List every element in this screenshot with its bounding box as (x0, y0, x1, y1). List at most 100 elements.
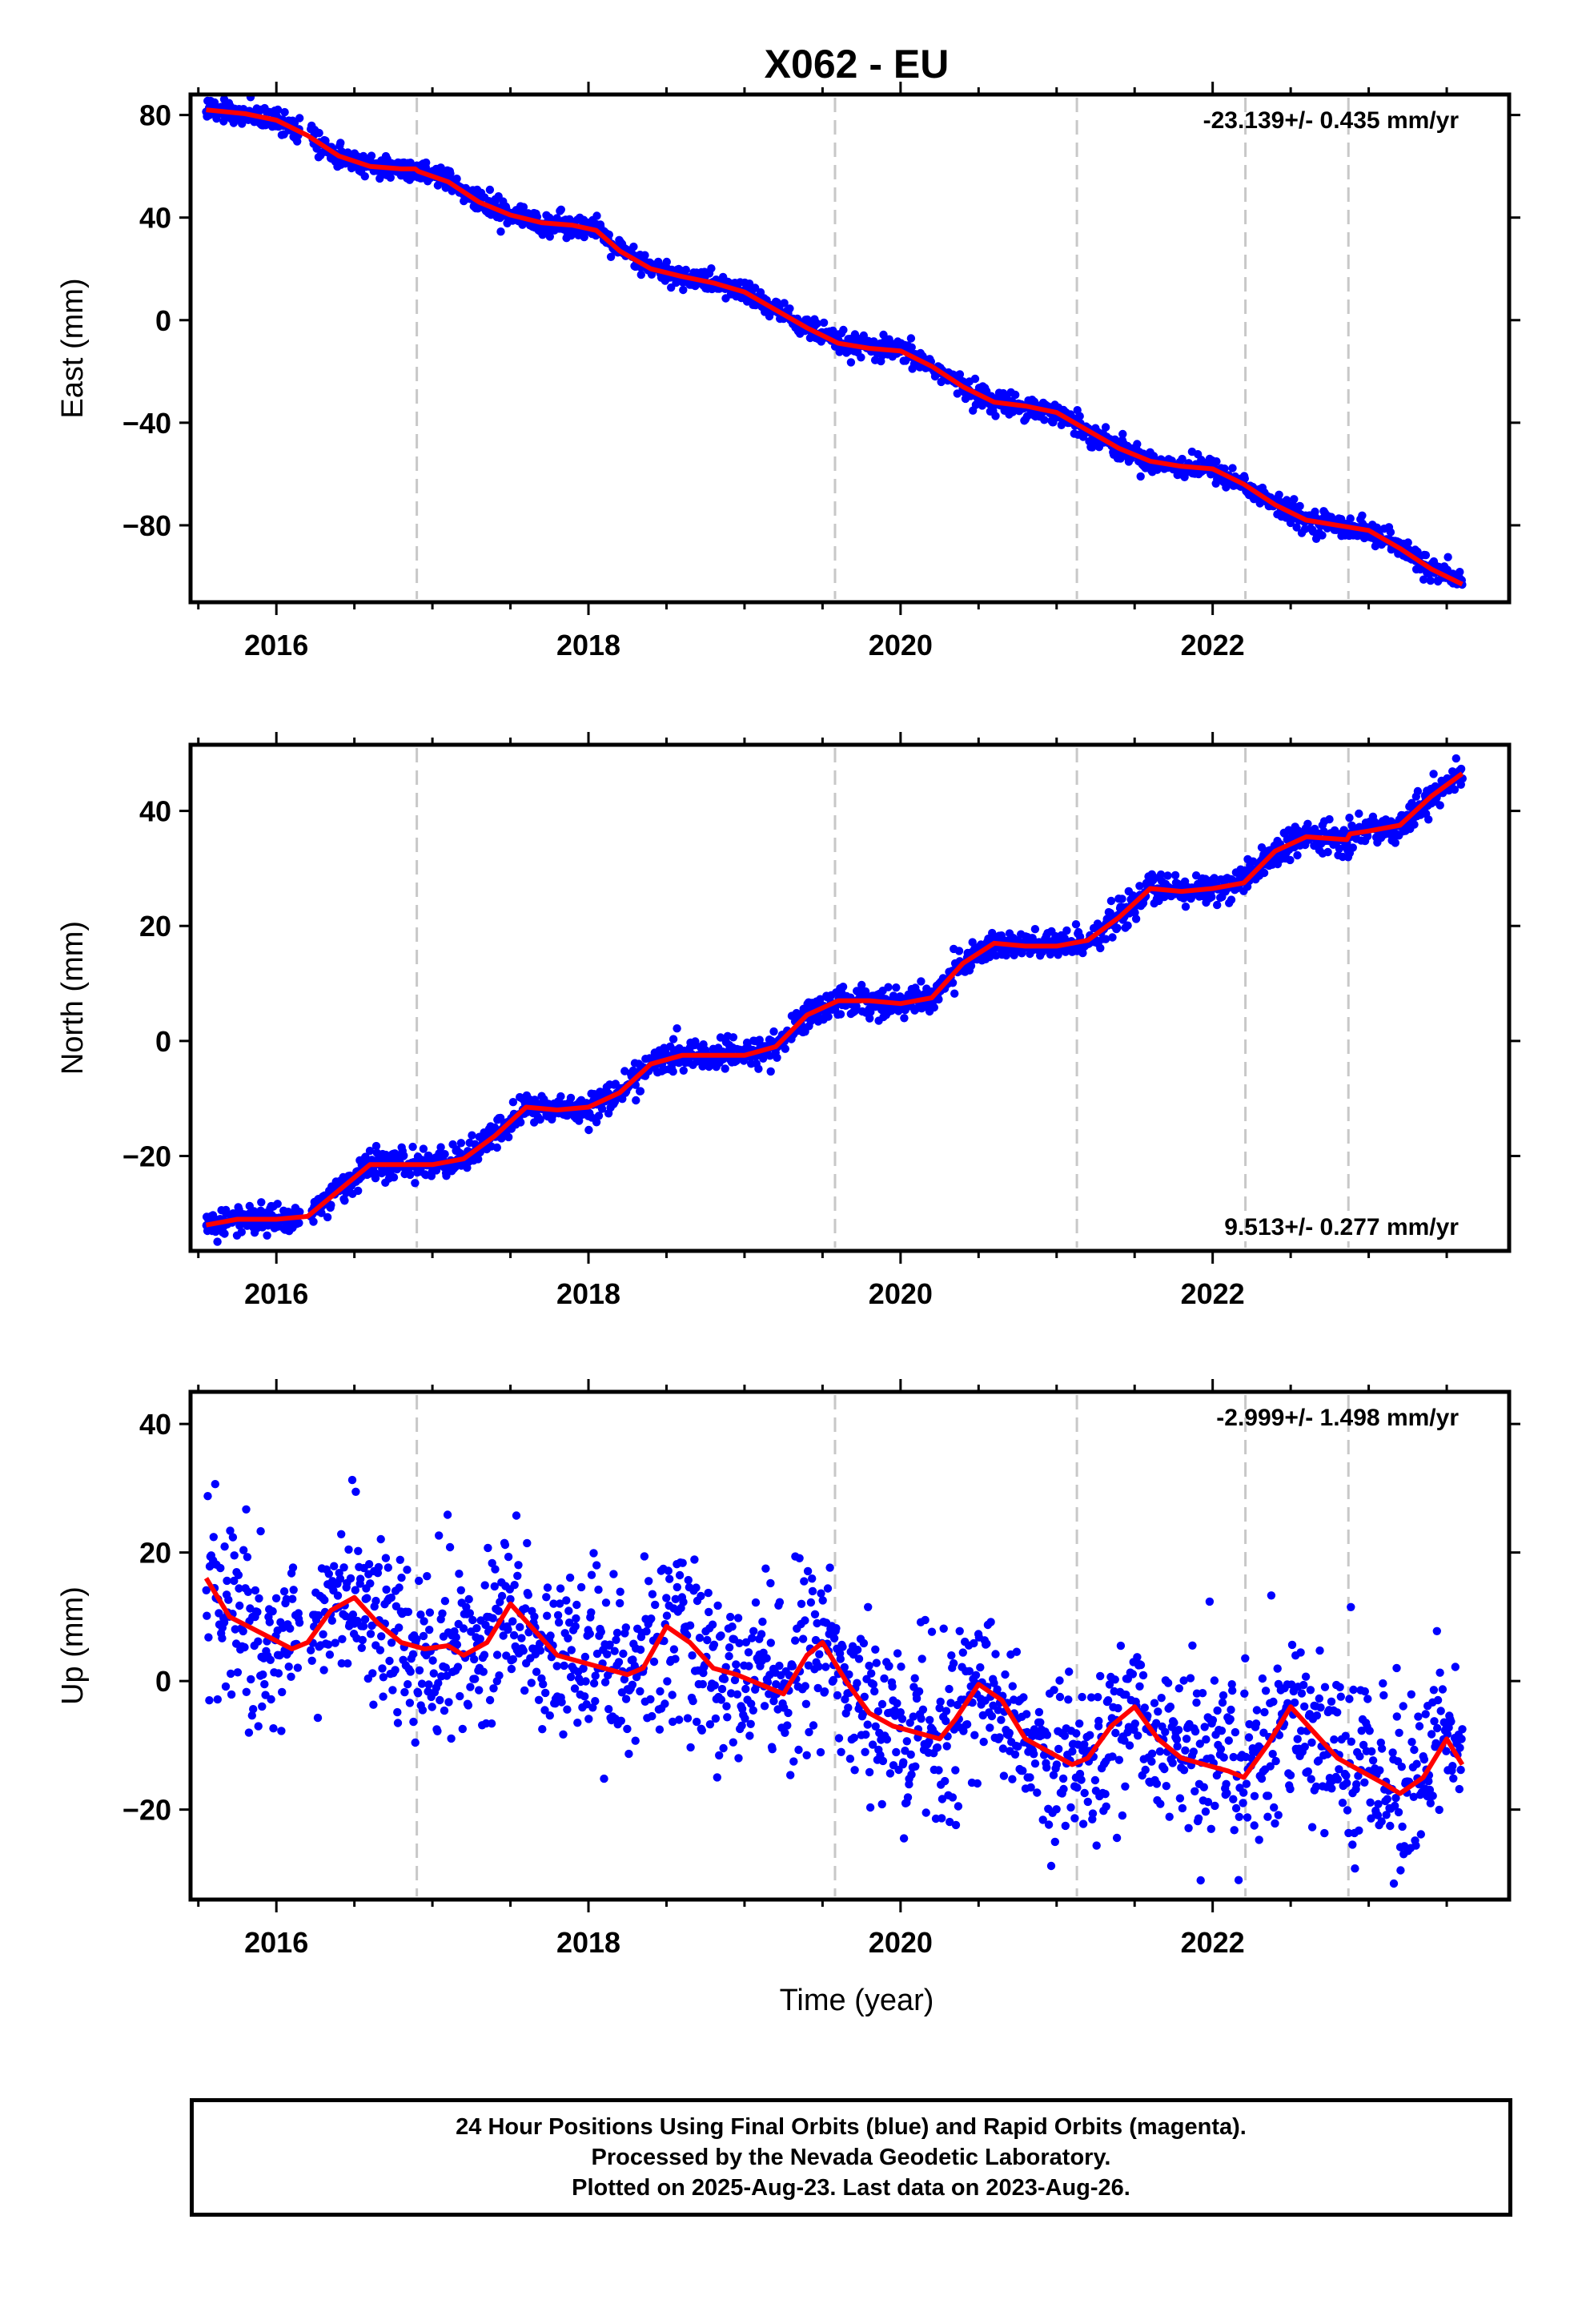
north-fit-line (205, 771, 1464, 1228)
up-data-point-544 (620, 1675, 629, 1684)
up-data-point-37 (230, 1576, 239, 1586)
up-data-point-525 (605, 1640, 614, 1649)
up-data-point-304 (440, 1706, 449, 1715)
up-data-point-675 (717, 1684, 727, 1694)
north-data-point-47 (237, 1228, 246, 1236)
up-data-point-229 (383, 1563, 392, 1572)
up-data-point-113 (287, 1672, 295, 1681)
north-xtick-label-3: 2022 (1181, 1277, 1245, 1310)
up-data-point-941 (917, 1715, 926, 1723)
up-data-point-742 (768, 1745, 777, 1754)
north-data-point-1486 (1325, 814, 1334, 824)
up-data-point-1087 (1026, 1783, 1035, 1792)
east-data-point-526 (606, 252, 616, 261)
up-data-point-984 (949, 1659, 958, 1668)
up-data-point-357 (480, 1651, 489, 1659)
north-data-point-396 (508, 1098, 518, 1107)
east-data-point-105 (280, 107, 289, 117)
up-data-point-330 (459, 1624, 468, 1633)
up-data-point-612 (671, 1655, 680, 1663)
east-fit-line (206, 107, 1464, 587)
up-data-point-308 (443, 1510, 452, 1519)
up-data-point-674 (717, 1695, 726, 1704)
up-data-point-716 (749, 1706, 757, 1715)
up-data-point-964 (934, 1766, 943, 1775)
up-data-point-696 (733, 1614, 743, 1622)
up-data-point-1077 (1019, 1693, 1028, 1702)
up-data-point-891 (880, 1674, 889, 1683)
north-data-point-1633 (1435, 801, 1444, 810)
north-data-point-507 (592, 1118, 601, 1127)
up-data-point-271 (415, 1666, 424, 1675)
up-data-point-1261 (1157, 1694, 1166, 1703)
north-data-point-1232 (1135, 882, 1144, 891)
up-data-point-1265 (1160, 1764, 1169, 1774)
east-xtick-label-1: 2018 (556, 629, 620, 661)
up-data-point-459 (556, 1584, 565, 1593)
up-data-point-915 (897, 1715, 907, 1723)
up-data-point-1333 (1211, 1801, 1219, 1811)
up-data-point-864 (859, 1638, 869, 1648)
up-data-point-289 (428, 1656, 437, 1665)
north-data-point-380 (497, 1134, 506, 1143)
up-data-point-464 (560, 1661, 568, 1671)
up-data-point-170 (339, 1563, 348, 1572)
up-data-point-181 (347, 1475, 357, 1485)
up-data-point-1356 (1228, 1686, 1237, 1695)
east-ytick-label-0: 80 (139, 99, 171, 132)
up-data-point-1 (203, 1611, 211, 1620)
up-data-point-255 (404, 1680, 412, 1689)
up-data-point-473 (566, 1672, 576, 1682)
north-data-point-334 (463, 1164, 472, 1172)
up-data-point-657 (705, 1607, 713, 1617)
north-data-point-991 (954, 947, 964, 955)
up-data-point-1103 (1038, 1815, 1047, 1824)
north-data-point-125 (295, 1208, 304, 1216)
up-data-point-930 (909, 1712, 917, 1721)
up-data-point-648 (697, 1726, 706, 1735)
up-data-point-1053 (1001, 1670, 1010, 1679)
up-data-point-539 (616, 1587, 624, 1596)
up-data-point-1300 (1186, 1674, 1195, 1683)
up-data-point-1252 (1150, 1699, 1159, 1707)
up-data-point-1040 (991, 1650, 1000, 1659)
up-data-point-517 (600, 1774, 608, 1783)
north-data-point-836 (838, 983, 848, 991)
up-data-point-1414 (1271, 1756, 1280, 1766)
north-data-point-1457 (1303, 819, 1312, 828)
up-data-point-935 (912, 1694, 921, 1703)
up-data-point-157 (330, 1562, 339, 1570)
up-data-point-497 (584, 1715, 593, 1723)
north-frame (188, 742, 1512, 1253)
north-data-point-1093 (1030, 925, 1040, 934)
up-data-point-144 (320, 1595, 329, 1605)
up-data-point-1512 (1345, 1695, 1354, 1703)
north-data-point-1625 (1429, 770, 1438, 778)
up-data-point-430 (534, 1695, 544, 1704)
north-data-point-985 (950, 989, 959, 998)
east-data-point-207 (367, 151, 376, 160)
up-data-point-370 (489, 1684, 498, 1693)
up-data-point-942 (917, 1655, 926, 1663)
up-data-point-446 (546, 1631, 555, 1640)
up-data-point-1081 (1022, 1710, 1031, 1719)
up-data-point-1270 (1163, 1679, 1173, 1687)
up-data-point-871 (865, 1661, 873, 1671)
up-data-point-94 (271, 1594, 281, 1603)
north-data-point-1336 (1213, 900, 1222, 910)
up-data-point-1531 (1359, 1740, 1368, 1750)
north-data-point-265 (411, 1179, 420, 1188)
up-data-point-1050 (998, 1744, 1008, 1753)
up-data-point-759 (781, 1728, 789, 1737)
up-data-point-12 (211, 1480, 219, 1489)
up-data-point-763 (784, 1708, 793, 1718)
up-data-point-1283 (1173, 1742, 1182, 1751)
up-data-point-325 (456, 1691, 464, 1701)
up-data-point-803 (813, 1683, 822, 1693)
up-data-point-450 (549, 1599, 558, 1608)
up-data-point-778 (795, 1554, 804, 1563)
east-data-point-280 (422, 158, 431, 167)
up-data-point-732 (760, 1702, 769, 1711)
